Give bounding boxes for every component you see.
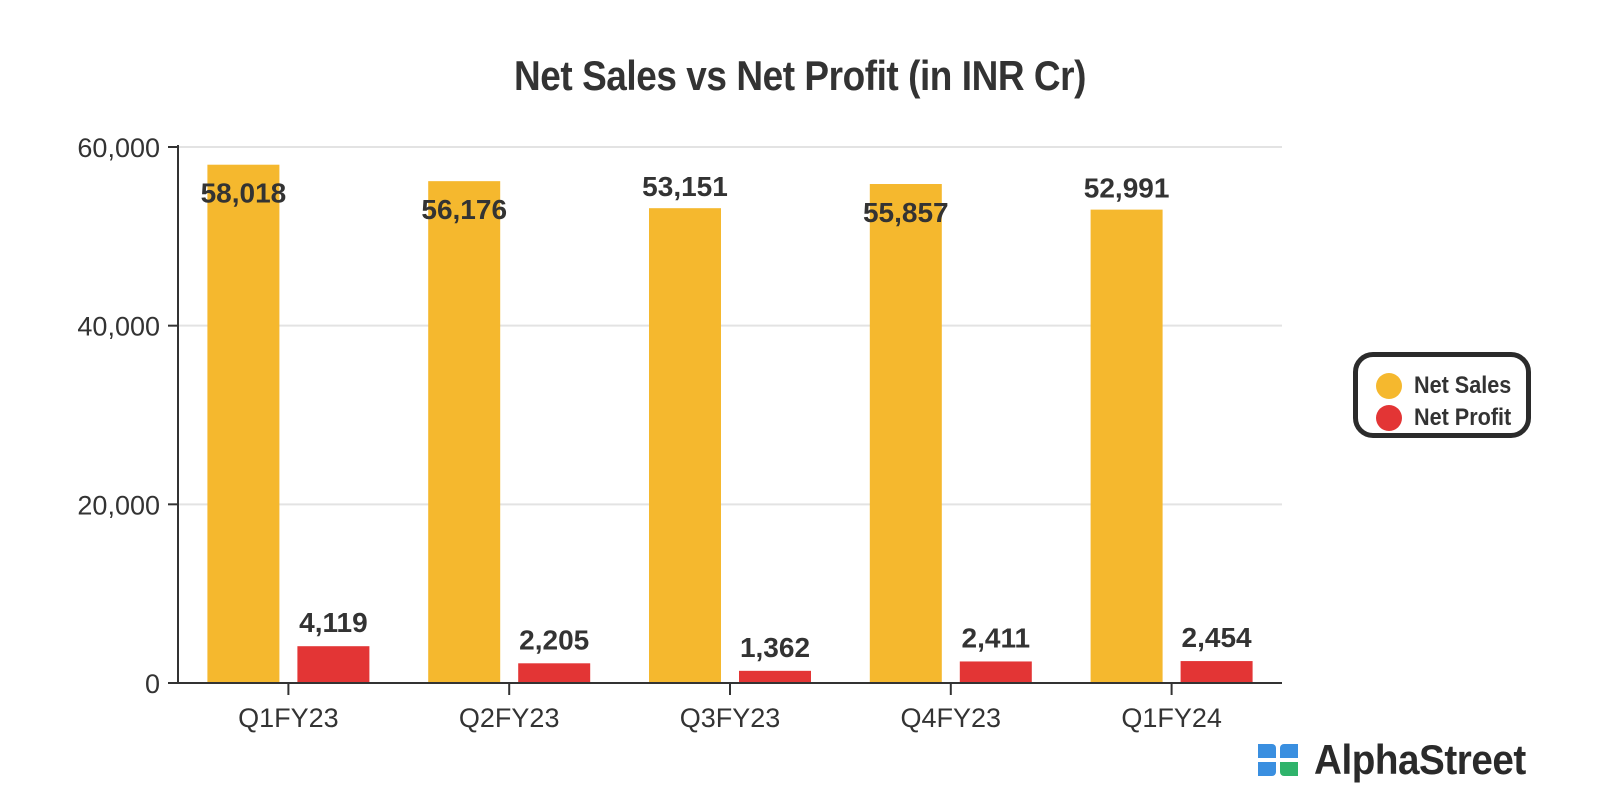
legend-item-net-sales[interactable]: Net Sales [1376,370,1526,402]
y-tick-label: 20,000 [77,490,160,520]
net-sales-bar[interactable] [1090,209,1163,683]
net-profit-data-label: 2,205 [519,624,589,655]
net-sales-swatch-icon [1376,373,1402,399]
y-tick-label: 60,000 [77,133,160,163]
x-tick-label: Q1FY24 [1121,703,1222,733]
logo-text: AlphaStreet [1314,736,1526,783]
legend-label: Net Sales [1414,372,1512,399]
net-profit-bar[interactable] [739,670,811,683]
net-profit-bar[interactable] [1180,661,1253,683]
net-sales-data-label: 55,857 [863,197,949,228]
net-profit-data-label: 4,119 [299,607,368,638]
x-tick-label: Q2FY23 [459,703,560,733]
net-profit-bar[interactable] [297,646,370,683]
net-profit-data-label: 1,362 [740,632,810,663]
net-sales-bar[interactable] [649,208,721,684]
net-sales-data-label: 56,176 [421,194,507,225]
net-profit-data-label: 2,454 [1182,622,1252,653]
alphastreet-logo-icon [1258,744,1298,776]
legend: Net Sales Net Profit [1353,352,1531,438]
y-tick-label: 40,000 [77,312,160,342]
y-tick-label: 0 [145,669,160,699]
x-tick-label: Q3FY23 [680,703,781,733]
net-profit-bar[interactable] [959,661,1032,683]
net-sales-data-label: 52,991 [1084,173,1170,204]
x-tick-label: Q4FY23 [901,703,1002,733]
net-profit-data-label: 2,411 [962,622,1031,653]
alphastreet-logo: AlphaStreet [1254,736,1544,784]
legend-label: Net Profit [1414,404,1512,431]
x-tick-label: Q1FY23 [238,703,339,733]
net-sales-bar[interactable] [869,184,942,683]
chart-title: Net Sales vs Net Profit (in INR Cr) [514,52,1086,99]
net-profit-swatch-icon [1376,405,1402,431]
net-sales-data-label: 58,018 [201,178,287,209]
net-profit-bar[interactable] [518,663,591,683]
net-sales-bar[interactable] [428,181,501,683]
net-sales-data-label: 53,151 [642,171,728,202]
net-sales-bar[interactable] [207,164,280,683]
legend-item-net-profit[interactable]: Net Profit [1376,402,1526,434]
